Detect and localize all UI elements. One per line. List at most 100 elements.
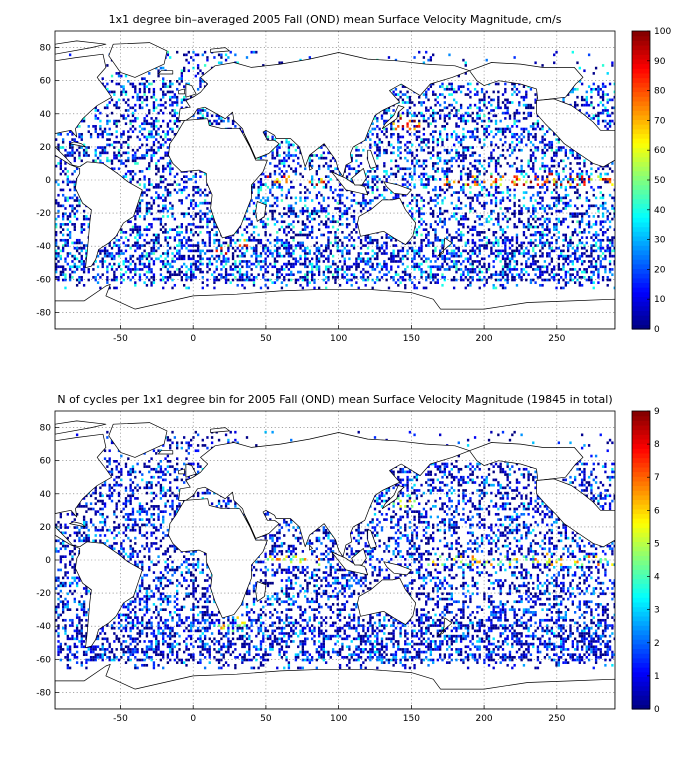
colorbar-segment <box>632 629 650 636</box>
colorbar-segment <box>632 597 650 603</box>
colorbar-tick-label: 0 <box>654 705 660 715</box>
land-uk <box>185 83 197 98</box>
colorbar-segment <box>632 189 650 195</box>
colorbar-segment <box>632 555 650 561</box>
land-ireland <box>178 468 185 475</box>
colorbar-segment <box>632 494 650 501</box>
colorbar-tick-label: 5 <box>654 539 660 549</box>
colorbar-segment <box>632 128 650 135</box>
colorbar-segment <box>632 119 650 125</box>
colorbar-segment <box>632 263 650 270</box>
x-tick-label: 50 <box>260 714 272 724</box>
colorbar-segment <box>632 606 650 612</box>
colorbar-tick-label: 100 <box>654 27 671 37</box>
y-tick-label: 20 <box>40 523 52 533</box>
y-tick-label: -40 <box>36 622 51 632</box>
colorbar-segment <box>632 653 650 659</box>
colorbar-tick-label: 50 <box>654 176 666 186</box>
land-australia <box>357 197 417 245</box>
colorbar-segment <box>632 175 650 181</box>
colorbar-segment <box>632 615 650 622</box>
colorbar-segment <box>632 513 650 519</box>
colorbar-tick-label: 40 <box>654 206 666 216</box>
colorbar-segment <box>632 221 650 228</box>
colorbar-segment <box>632 676 650 682</box>
colorbar-segment <box>632 690 650 696</box>
land-masses <box>55 420 615 709</box>
colorbar-segment <box>632 58 650 65</box>
y-tick-label: 0 <box>45 556 51 566</box>
colorbar-segment <box>632 68 650 74</box>
land-cuba <box>69 521 86 528</box>
colorbar-segment <box>632 72 650 79</box>
colorbar-segment <box>632 504 650 510</box>
colorbar-segment <box>632 643 650 650</box>
colorbar-segment <box>632 133 650 139</box>
colorbar-segment <box>632 240 650 246</box>
colorbar-segment <box>632 249 650 256</box>
colorbar-segment <box>632 704 650 710</box>
colorbar-segment <box>632 462 650 468</box>
y-tick-label: 40 <box>40 110 52 120</box>
colorbar-segment <box>632 420 650 426</box>
land-madagascar <box>255 581 267 602</box>
colorbar-tick-label: 7 <box>654 473 660 483</box>
colorbar-segment <box>632 541 650 547</box>
land-antarctica <box>55 283 615 329</box>
colorbar-segment <box>632 147 650 153</box>
y-tick-label: -20 <box>36 209 51 219</box>
colorbar-segment <box>632 161 650 167</box>
colorbar-segment <box>632 667 650 673</box>
colorbar-segment <box>632 100 650 107</box>
colorbar-segment <box>632 578 650 584</box>
colorbar-segment <box>632 44 650 51</box>
colorbar-segment <box>632 296 650 302</box>
colorbar-tick-label: 30 <box>654 236 666 246</box>
land-iceland <box>157 70 174 75</box>
land-greenland <box>108 42 168 78</box>
colorbar-segment <box>632 142 650 149</box>
x-tick-label: 100 <box>330 334 347 344</box>
colorbar-segment <box>632 681 650 687</box>
land-north-america <box>55 53 113 138</box>
colorbar-segment <box>632 184 650 190</box>
colorbar-segment <box>632 310 650 316</box>
colorbar-segment <box>632 415 650 421</box>
map-area <box>55 411 615 709</box>
land-hawaii-alaska-west <box>469 62 584 101</box>
colorbar-segment <box>632 657 650 664</box>
colorbar-segment <box>632 569 650 575</box>
colorbar-segment <box>632 480 650 487</box>
colorbar: 0 10 20 30 40 50 60 70 80 90 100 <box>631 27 671 335</box>
colorbar-segment <box>632 301 650 307</box>
y-tick-label: 40 <box>40 490 52 500</box>
land-indonesia <box>331 551 369 576</box>
colorbar-segment <box>632 170 650 176</box>
land-sri-lanka <box>309 544 313 551</box>
y-tick-label: -80 <box>36 688 51 698</box>
x-tick-label: -50 <box>113 714 128 724</box>
land-ireland <box>178 88 185 95</box>
colorbar-segment <box>632 156 650 162</box>
x-tick-label: 200 <box>475 334 492 344</box>
land-north-america <box>55 433 113 518</box>
colorbar-segment <box>632 471 650 477</box>
colorbar-segment <box>632 315 650 321</box>
land-australia <box>357 577 417 625</box>
land-africa <box>168 118 268 239</box>
land-uk <box>185 463 197 478</box>
colorbar-segment <box>632 54 650 60</box>
colorbar-tick-label: 4 <box>654 573 660 583</box>
colorbar-segment <box>632 695 650 701</box>
land-south-america <box>55 146 143 269</box>
colorbar-segment <box>632 291 650 298</box>
colorbar-segment <box>632 63 650 69</box>
land-north-america-west <box>536 98 615 168</box>
x-tick-label: 0 <box>190 714 196 724</box>
colorbar-segment <box>632 587 650 594</box>
land-borneo-sulawesi <box>351 168 367 186</box>
land-japan <box>381 485 405 510</box>
land-japan <box>381 105 405 130</box>
colorbar-segment <box>632 203 650 209</box>
land-sri-lanka <box>309 164 313 171</box>
